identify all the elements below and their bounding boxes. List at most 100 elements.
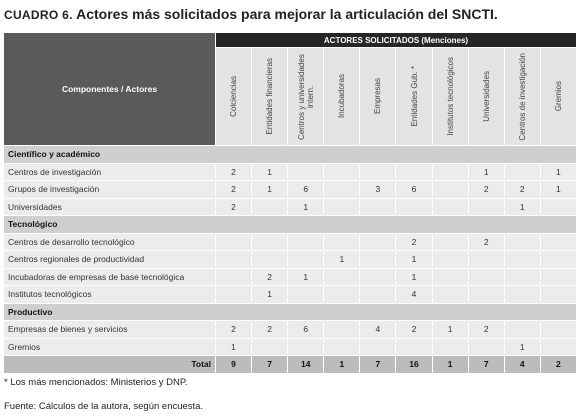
empty-cell (467, 250, 505, 269)
empty-cell (214, 250, 253, 269)
value-cell: 2 (251, 267, 289, 286)
column-header-cell: Entidades Gub. * (395, 47, 433, 146)
column-header: Entidades financieras (265, 58, 275, 135)
value-cell: 1 (251, 285, 289, 304)
value-cell: 1 (431, 355, 469, 374)
section-row: Científico y académico (3, 145, 577, 164)
column-header: Colciencias (229, 76, 239, 117)
column-header: Centros de investigación (517, 52, 527, 141)
column-header: Empresas (373, 78, 383, 115)
column-header: Gremios (553, 81, 563, 112)
title: Actores más solicitados para mejorar la … (76, 6, 498, 22)
title-label: CUADRO 6. (4, 8, 73, 22)
empty-cell (431, 180, 469, 199)
value-cell: 7 (359, 355, 397, 374)
value-cell: 6 (287, 320, 325, 339)
row-label: Empresas de bienes y servicios (3, 320, 216, 339)
value-cell: 4 (359, 320, 397, 339)
empty-cell (431, 162, 469, 181)
column-header: Entidades Gub. * (409, 66, 419, 127)
row-label: Centros de desarrollo tecnológico (3, 232, 216, 251)
row-label: Grupos de investigación (3, 180, 216, 199)
row-label: Incubadoras de empresas de base tecnológ… (3, 267, 216, 286)
section-label: Productivo (3, 302, 577, 321)
empty-cell (467, 197, 505, 216)
empty-cell (503, 267, 541, 286)
value-cell: 2 (539, 355, 578, 374)
value-cell: 1 (287, 197, 325, 216)
column-header-cell: Entidades financieras (251, 47, 289, 146)
empty-cell (539, 267, 578, 286)
empty-cell (395, 162, 433, 181)
value-cell: 1 (503, 197, 541, 216)
empty-cell (287, 285, 325, 304)
empty-cell (359, 232, 397, 251)
value-cell: 2 (395, 320, 433, 339)
value-cell: 4 (503, 355, 541, 374)
value-cell: 1 (287, 267, 325, 286)
empty-cell (251, 250, 289, 269)
value-cell: 6 (287, 180, 325, 199)
empty-cell (431, 250, 469, 269)
value-cell: 9 (214, 355, 253, 374)
value-cell: 6 (395, 180, 433, 199)
value-cell: 2 (467, 232, 505, 251)
section-row: Tecnológico (3, 215, 577, 234)
value-cell: 1 (251, 180, 289, 199)
value-cell: 2 (214, 162, 253, 181)
empty-cell (251, 337, 289, 356)
empty-cell (539, 197, 578, 216)
empty-cell (395, 337, 433, 356)
total-row: Total 9 7 14 1 7 16 1 7 4 2 (3, 355, 578, 374)
value-cell: 2 (503, 180, 541, 199)
empty-cell (251, 197, 289, 216)
row-label: Institutos tecnológicos (3, 285, 216, 304)
value-cell: 2 (467, 180, 505, 199)
empty-cell (287, 232, 325, 251)
data-row: Centros de investigación 2 1 1 1 (3, 162, 578, 181)
value-cell: 1 (323, 250, 361, 269)
empty-cell (359, 267, 397, 286)
value-cell: 2 (395, 232, 433, 251)
source-note: Fuente: Cálculos de la autora, según enc… (4, 401, 204, 412)
data-row: Incubadoras de empresas de base tecnológ… (3, 267, 578, 286)
row-label: Universidades (3, 197, 216, 216)
value-cell: 2 (214, 180, 253, 199)
data-row: Grupos de investigación 2 1 6 3 6 2 2 1 (3, 180, 578, 199)
empty-cell (359, 197, 397, 216)
group-header: ACTORES SOLICITADOS (Menciones) (215, 32, 577, 48)
empty-cell (359, 285, 397, 304)
value-cell: 7 (251, 355, 289, 374)
empty-cell (539, 320, 578, 339)
value-cell: 4 (395, 285, 433, 304)
data-row: Empresas de bienes y servicios 2 2 6 4 2 1 2 (3, 320, 578, 339)
value-cell: 1 (503, 337, 541, 356)
value-cell: 2 (214, 197, 253, 216)
value-cell: 1 (395, 250, 433, 269)
empty-cell (323, 232, 361, 251)
empty-cell (395, 197, 433, 216)
column-header: Incubadoras (337, 74, 347, 119)
empty-cell (287, 250, 325, 269)
data-row: Institutos tecnológicos 1 4 (3, 285, 578, 304)
value-cell: 7 (467, 355, 505, 374)
empty-cell (467, 337, 505, 356)
column-header-cell: Institutos tecnológicos (431, 47, 469, 146)
value-cell: 1 (214, 337, 253, 356)
empty-cell (539, 232, 578, 251)
empty-cell (359, 250, 397, 269)
row-label: Gremios (3, 337, 216, 356)
value-cell: 2 (467, 320, 505, 339)
empty-cell (431, 285, 469, 304)
data-row: Universidades 2 1 1 (3, 197, 578, 216)
empty-cell (287, 337, 325, 356)
value-cell: 1 (431, 320, 469, 339)
empty-cell (323, 180, 361, 199)
value-cell: 2 (214, 320, 253, 339)
title-block: CUADRO 6. Actores más solicitados para m… (4, 6, 498, 22)
column-header-cell: Empresas (359, 47, 397, 146)
empty-cell (539, 250, 578, 269)
empty-cell (323, 267, 361, 286)
row-label: Centros regionales de productividad (3, 250, 216, 269)
